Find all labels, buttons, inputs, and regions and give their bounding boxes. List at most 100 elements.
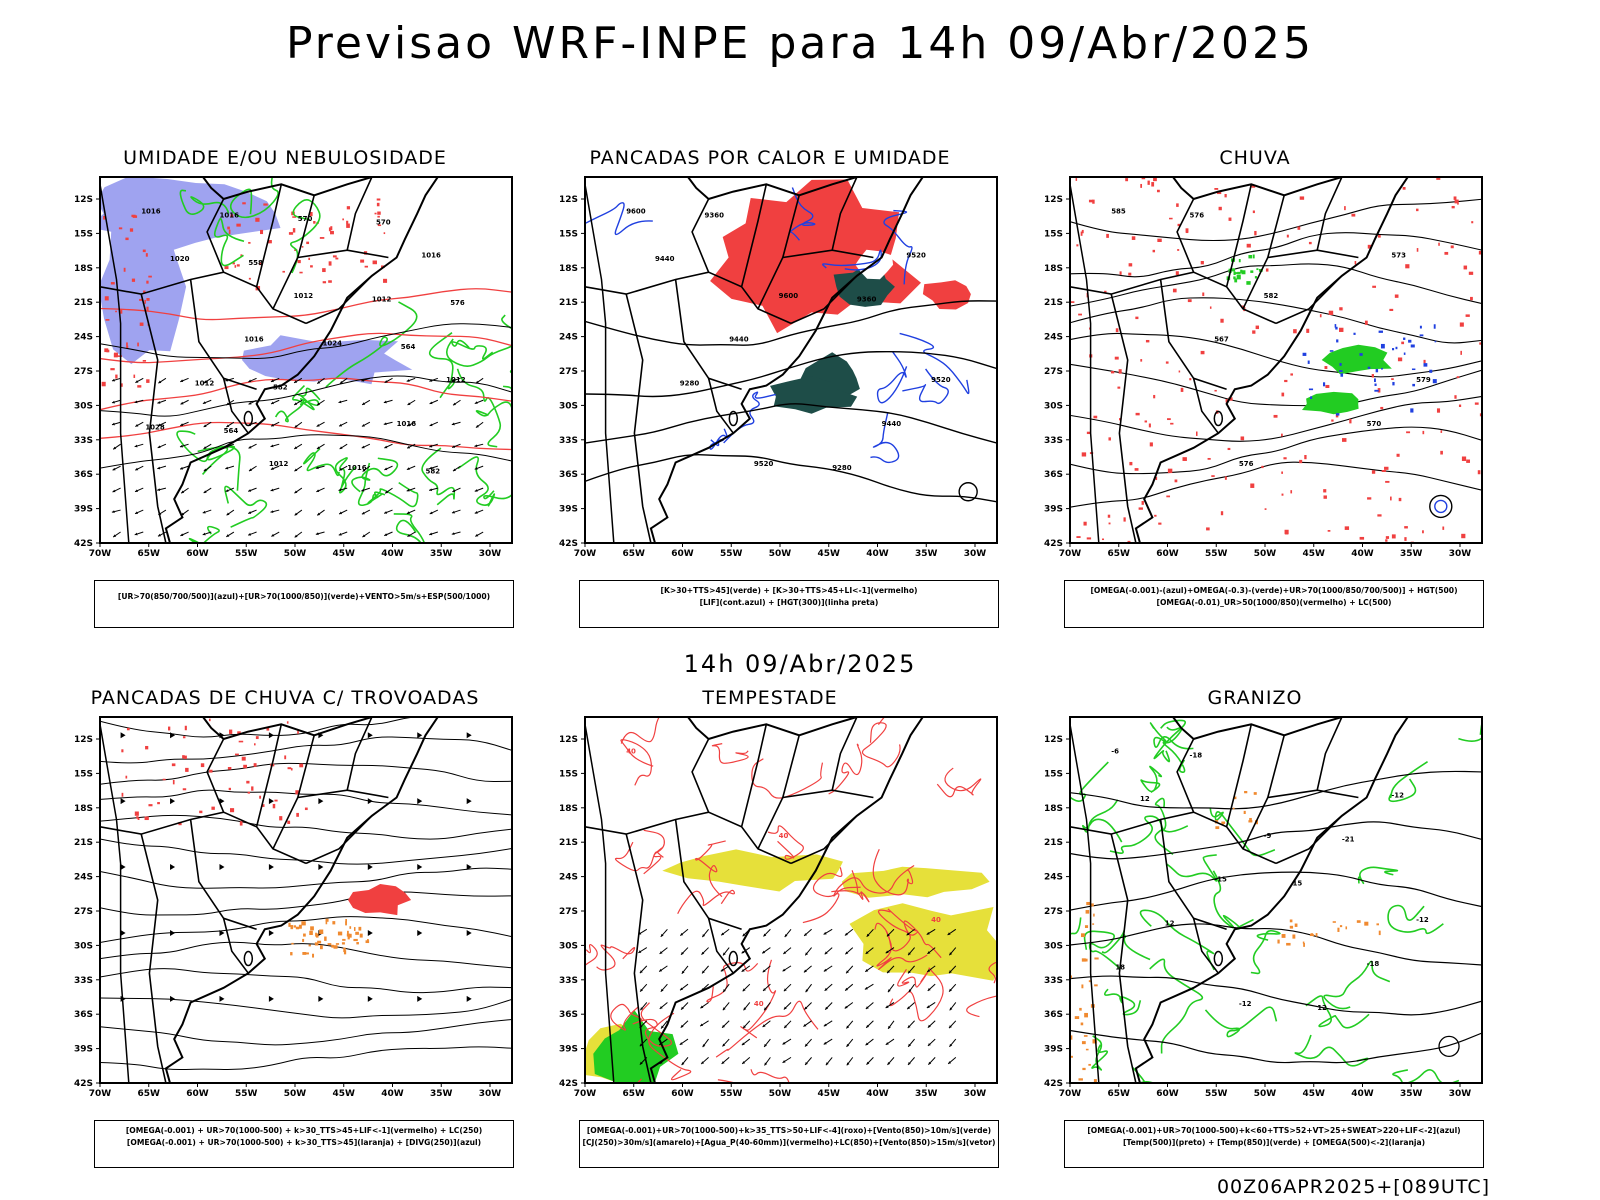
border-line [674, 279, 742, 391]
wind-vector-head [885, 1005, 889, 1008]
lon-label: 60W [671, 1089, 694, 1099]
border-line [757, 195, 800, 310]
geopotential-contour [585, 454, 997, 503]
rain-speckle [346, 220, 349, 224]
wind-vector-head [134, 532, 138, 536]
wind-vector-head [805, 1062, 808, 1065]
contour-label: 12 [1140, 795, 1150, 803]
rain-speckle [1423, 359, 1426, 364]
rain-speckle [1196, 431, 1198, 436]
wind-vector-head [158, 380, 162, 384]
rain-speckle [1478, 250, 1482, 255]
wind-vector-head [271, 401, 274, 405]
rain-speckle [224, 266, 229, 270]
thunderstorm-speckle [239, 821, 243, 826]
rain-speckle [1240, 269, 1243, 273]
wind-vector-head [385, 490, 389, 494]
contour-label: 585 [1111, 208, 1126, 216]
omega-speckle [1345, 926, 1348, 930]
wind-vector-head [248, 511, 252, 514]
lon-label: 55W [720, 549, 743, 559]
streamline-arrow [318, 995, 324, 1002]
shower-speckle [325, 919, 328, 925]
streamline [100, 916, 512, 943]
wind-vector-head [803, 1023, 807, 1027]
precipitable-water-contour [677, 889, 736, 915]
omega-speckle [1337, 927, 1340, 932]
wind-vector-head [949, 1043, 953, 1047]
rain-speckle [105, 319, 110, 321]
contour-label: 1012 [269, 460, 289, 468]
omega-speckle [1403, 337, 1406, 340]
rain-speckle [1402, 186, 1406, 190]
rain-speckle [1080, 231, 1083, 236]
contour-label: 40 [931, 916, 941, 924]
border-line [346, 177, 373, 251]
omega-speckle [1340, 373, 1344, 377]
lon-label: 55W [1205, 549, 1228, 559]
shower-speckle [312, 953, 315, 958]
shower-speckle [356, 942, 359, 945]
precipitable-water-contour [648, 1012, 692, 1081]
border-line [625, 833, 652, 1083]
west-coastline [585, 184, 615, 543]
contour-label: 12 [1165, 920, 1175, 928]
geopotential-contour [1070, 426, 1482, 475]
lon-label: 40W [866, 549, 889, 559]
rain-speckle [1233, 272, 1238, 275]
wind-vector-head [844, 1005, 848, 1009]
wind-vector-head [722, 1007, 726, 1011]
contour-label: 570 [1367, 420, 1382, 428]
wind-vector-head [429, 511, 433, 515]
rain-speckle [1148, 423, 1151, 428]
lat-label: 33S [74, 976, 93, 986]
wind-vector-head [203, 490, 207, 493]
temp-850-contour [1162, 726, 1186, 773]
wind-vector-head [659, 1006, 663, 1009]
rain-speckle [1241, 270, 1246, 275]
rain-speckle [1281, 433, 1283, 437]
legend-line: [OMEGA(-0.001) + UR>70(1000-500) + k>30_… [126, 1138, 482, 1147]
rain-speckle [1175, 271, 1179, 275]
west-coastline [1070, 724, 1100, 1083]
rain-speckle [1101, 538, 1105, 541]
rain-speckle [1281, 392, 1285, 397]
rain-speckle [1250, 270, 1254, 273]
contour-label: 570 [298, 215, 313, 223]
temp-low [1438, 1035, 1460, 1058]
streamline-arrow [170, 929, 176, 936]
shower-speckle [309, 930, 313, 936]
precipitable-water-contour [596, 944, 636, 971]
omega-speckle [1329, 350, 1334, 352]
wind-vector-head [474, 444, 478, 448]
rain-speckle [1119, 271, 1122, 275]
lat-label: 30S [559, 401, 578, 411]
omega-speckle [1281, 934, 1286, 938]
rain-speckle [1390, 496, 1392, 501]
wind-vector-head [226, 424, 230, 428]
lat-label: 12S [559, 735, 578, 745]
thunderstorm-speckle [228, 729, 233, 734]
map-border [99, 716, 513, 1084]
omega-speckle [1423, 363, 1428, 367]
border-line [189, 819, 257, 931]
wind-vector-head [317, 512, 321, 516]
streamline-arrow [120, 864, 126, 871]
geopotential-contour [585, 300, 997, 346]
wind-vector-head [113, 446, 117, 450]
rain-speckle [148, 275, 152, 278]
rain-speckle [1251, 185, 1256, 188]
rain-speckle [1438, 242, 1440, 246]
wind-vector-head [928, 1061, 932, 1065]
border-line [222, 918, 249, 974]
lat-label: 39S [1044, 505, 1063, 515]
wind-vector-head [361, 445, 365, 449]
rain-speckle [1256, 268, 1259, 271]
omega-speckle [1339, 925, 1343, 928]
legend-line: [OMEGA(-0.01)_UR>50(1000/850)(vermelho) … [1156, 598, 1392, 607]
wind-vector-head [362, 468, 366, 472]
lon-label: 30W [964, 549, 987, 559]
wind-vector-head [111, 400, 115, 404]
rain-speckle [1285, 531, 1289, 535]
humidity-low-contour [213, 217, 245, 267]
